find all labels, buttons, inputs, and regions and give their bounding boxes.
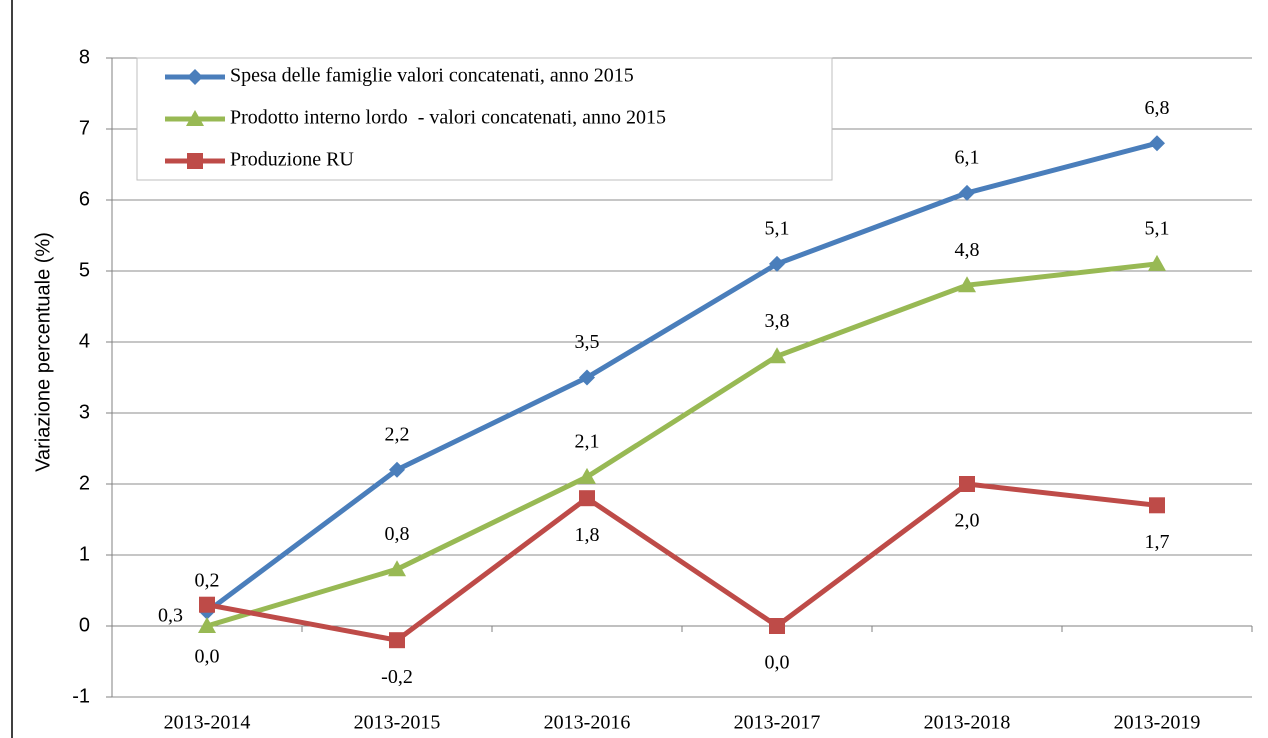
series-line xyxy=(206,261,1158,629)
data-label: 6,8 xyxy=(1145,97,1170,119)
marker xyxy=(1148,254,1166,271)
y-tick-label: 3 xyxy=(79,401,90,423)
data-label: 0,3 xyxy=(158,604,183,626)
marker xyxy=(199,596,215,613)
y-tick-label: 6 xyxy=(79,188,90,210)
marker xyxy=(769,618,785,634)
data-label: 4,8 xyxy=(955,239,980,261)
data-label: 2,0 xyxy=(955,510,980,532)
x-tick-label: 2013-2018 xyxy=(924,712,1011,734)
y-tick-label: 0 xyxy=(79,614,90,636)
marker xyxy=(579,490,595,507)
data-label: -0,2 xyxy=(381,666,413,688)
data-label: 2,2 xyxy=(385,423,410,445)
x-tick-label: 2013-2016 xyxy=(544,712,631,734)
data-label: 5,1 xyxy=(765,217,790,239)
y-axis-title: Variazione percentuale (%) xyxy=(32,232,54,472)
legend-marker xyxy=(186,110,204,126)
y-tick-label: 7 xyxy=(79,117,90,139)
marker xyxy=(958,276,976,293)
legend-marker xyxy=(187,69,203,85)
y-tick-label: 4 xyxy=(79,330,90,352)
data-label: 1,7 xyxy=(1145,531,1170,553)
data-label: 0,2 xyxy=(195,569,220,591)
marker xyxy=(1149,135,1165,152)
marker xyxy=(769,255,785,272)
legend-label: Produzione RU xyxy=(230,149,354,171)
data-label: 0,0 xyxy=(195,646,220,668)
legend-label: Prodotto interno lordo - valori concaten… xyxy=(230,107,666,129)
marker xyxy=(389,632,405,649)
x-tick-label: 2013-2014 xyxy=(164,712,251,734)
marker xyxy=(959,476,975,492)
legend-label: Spesa delle famiglie valori concatenati,… xyxy=(230,65,634,87)
marker xyxy=(388,560,406,577)
marker xyxy=(578,467,596,484)
y-tick-label: 5 xyxy=(79,259,90,281)
data-label: 0,8 xyxy=(385,523,410,545)
legend-box xyxy=(136,57,833,181)
x-tick-label: 2013-2019 xyxy=(1114,712,1201,734)
marker xyxy=(579,369,595,386)
series-line xyxy=(206,481,1158,643)
data-label: 0,0 xyxy=(765,652,790,674)
y-tick-label: -1 xyxy=(72,685,90,707)
data-label: 1,8 xyxy=(575,524,600,546)
x-tick-label: 2013-2015 xyxy=(354,712,441,734)
marker xyxy=(198,617,216,633)
data-label: 2,1 xyxy=(575,430,600,452)
data-label: 3,8 xyxy=(765,310,790,332)
marker xyxy=(1149,497,1165,514)
y-tick-label: 1 xyxy=(79,543,90,565)
marker xyxy=(959,184,975,201)
data-label: 6,1 xyxy=(955,146,980,168)
data-label: 3,5 xyxy=(575,331,600,353)
y-tick-label: 2 xyxy=(79,472,90,494)
y-tick-label: 8 xyxy=(79,46,90,68)
data-label: 5,1 xyxy=(1145,217,1170,239)
marker xyxy=(389,461,405,478)
legend-marker xyxy=(187,153,203,169)
x-tick-label: 2013-2017 xyxy=(734,712,821,734)
series-line xyxy=(205,140,1158,614)
marker xyxy=(768,347,786,364)
